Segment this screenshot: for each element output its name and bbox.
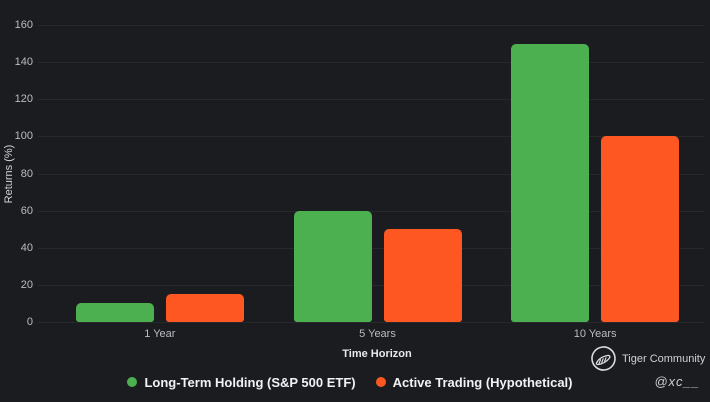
- author-handle: @xc__: [654, 374, 700, 389]
- legend-item-long-term-holding-s-p-500-etf: Long-Term Holding (S&P 500 ETF): [127, 374, 356, 390]
- legend-dot-icon: [127, 377, 138, 387]
- gridline-y-100: [38, 136, 704, 138]
- x-axis-title: Time Horizon: [342, 348, 412, 360]
- y-tick-label-100: 100: [14, 130, 33, 143]
- bar-long-term-holding-s-p-500-etf-1-year: [75, 303, 154, 322]
- y-tick-label-20: 20: [20, 278, 33, 291]
- bar-active-trading-hypothetical-10-years: [601, 136, 680, 322]
- gridline-y-0: [38, 322, 704, 323]
- legend-item-active-trading-hypothetical: Active Trading (Hypothetical): [375, 374, 573, 390]
- y-tick-label-0: 0: [26, 316, 33, 328]
- y-tick-label-40: 40: [20, 241, 33, 254]
- chart-legend: Long-Term Holding (S&P 500 ETF) Active Tr…: [0, 371, 700, 393]
- bar-long-term-holding-s-p-500-etf-10-years: [511, 43, 590, 322]
- y-tick-label-120: 120: [14, 93, 33, 106]
- legend-label: Active Trading (Hypothetical): [392, 374, 573, 390]
- x-tick-label-5-years: 5 Years: [359, 328, 396, 340]
- bar-active-trading-hypothetical-1-year: [165, 294, 244, 322]
- y-tick-label-140: 140: [14, 56, 33, 69]
- legend-dot-icon: [375, 377, 386, 387]
- gridline-y-120: [38, 99, 704, 101]
- y-tick-label-80: 80: [20, 167, 33, 180]
- gridline-y-80: [38, 173, 704, 175]
- bar-active-trading-hypothetical-5-years: [383, 229, 462, 322]
- community-name: Tiger Community: [622, 353, 706, 365]
- gridline-y-140: [38, 62, 704, 64]
- legend-label: Long-Term Holding (S&P 500 ETF): [144, 374, 356, 390]
- x-tick-label-10-years: 10 Years: [573, 328, 617, 340]
- tiger-community-logo-icon: [591, 346, 616, 371]
- bar-long-term-holding-s-p-500-etf-5-years: [293, 210, 372, 322]
- y-tick-label-160: 160: [14, 19, 33, 31]
- gridline-y-160: [38, 25, 704, 26]
- gridline-y-60: [38, 210, 704, 212]
- x-tick-label-1-year: 1 Year: [144, 328, 176, 340]
- y-tick-label-60: 60: [20, 204, 33, 217]
